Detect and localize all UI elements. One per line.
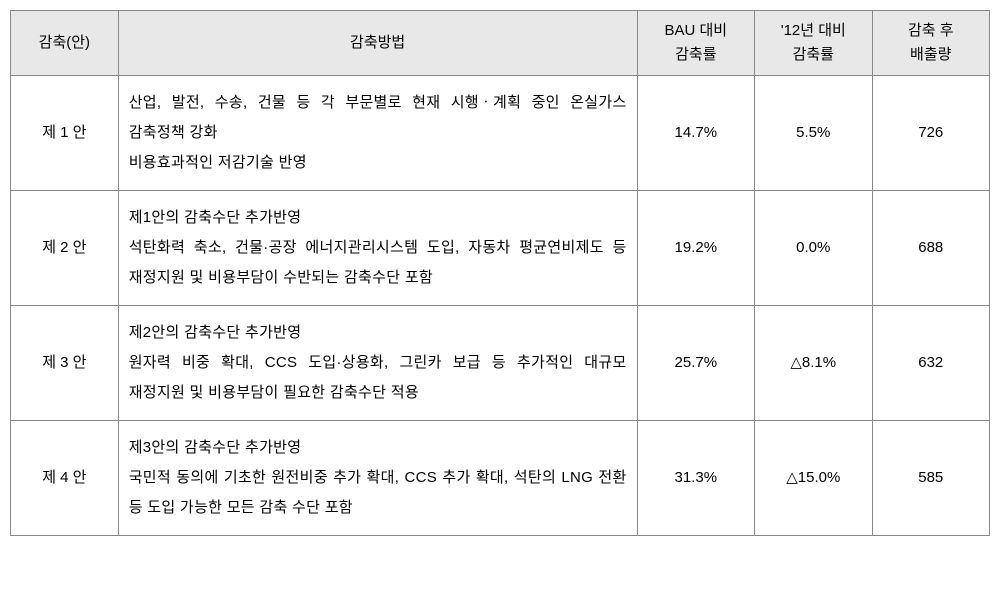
- cell-method: 제3안의 감축수단 추가반영 국민적 동의에 기초한 원전비중 추가 확대, C…: [118, 421, 637, 536]
- cell-plan: 제 2 안: [11, 191, 119, 306]
- cell-plan: 제 3 안: [11, 306, 119, 421]
- table-body: 제 1 안 산업, 발전, 수송, 건물 등 각 부문별로 현재 시행ㆍ계획 중…: [11, 76, 990, 536]
- cell-bau: 31.3%: [637, 421, 754, 536]
- method-line: 제1안의 감축수단 추가반영: [129, 203, 627, 233]
- cell-y12: 0.0%: [755, 191, 872, 306]
- table-row: 제 2 안 제1안의 감축수단 추가반영 석탄화력 축소, 건물·공장 에너지관…: [11, 191, 990, 306]
- header-y12: '12년 대비 감축률: [755, 11, 872, 76]
- header-bau-line1: BAU 대비: [664, 22, 727, 39]
- cell-bau: 25.7%: [637, 306, 754, 421]
- cell-plan: 제 4 안: [11, 421, 119, 536]
- header-plan: 감축(안): [11, 11, 119, 76]
- cell-y12: △8.1%: [755, 306, 872, 421]
- header-bau-line2: 감축률: [675, 46, 716, 63]
- header-y12-line2: 감축률: [793, 46, 834, 63]
- cell-plan: 제 1 안: [11, 76, 119, 191]
- header-method: 감축방법: [118, 11, 637, 76]
- header-method-label: 감축방법: [350, 34, 405, 51]
- cell-y12: 5.5%: [755, 76, 872, 191]
- cell-bau: 14.7%: [637, 76, 754, 191]
- header-plan-label: 감축(안): [39, 34, 90, 51]
- header-bau: BAU 대비 감축률: [637, 11, 754, 76]
- method-line: 국민적 동의에 기초한 원전비중 추가 확대, CCS 추가 확대, 석탄의 L…: [129, 463, 627, 523]
- cell-method: 산업, 발전, 수송, 건물 등 각 부문별로 현재 시행ㆍ계획 중인 온실가스…: [118, 76, 637, 191]
- reduction-scenarios-table-container: 감축(안) 감축방법 BAU 대비 감축률 '12년 대비 감축률 감축 후 배…: [10, 10, 990, 536]
- cell-y12: △15.0%: [755, 421, 872, 536]
- header-row: 감축(안) 감축방법 BAU 대비 감축률 '12년 대비 감축률 감축 후 배…: [11, 11, 990, 76]
- table-row: 제 3 안 제2안의 감축수단 추가반영 원자력 비중 확대, CCS 도입·상…: [11, 306, 990, 421]
- reduction-scenarios-table: 감축(안) 감축방법 BAU 대비 감축률 '12년 대비 감축률 감축 후 배…: [10, 10, 990, 536]
- table-header: 감축(안) 감축방법 BAU 대비 감축률 '12년 대비 감축률 감축 후 배…: [11, 11, 990, 76]
- method-line: 비용효과적인 저감기술 반영: [129, 148, 627, 178]
- cell-emit: 688: [872, 191, 990, 306]
- cell-emit: 632: [872, 306, 990, 421]
- header-emit: 감축 후 배출량: [872, 11, 990, 76]
- header-y12-line1: '12년 대비: [781, 22, 846, 39]
- method-line: 제3안의 감축수단 추가반영: [129, 433, 627, 463]
- table-row: 제 1 안 산업, 발전, 수송, 건물 등 각 부문별로 현재 시행ㆍ계획 중…: [11, 76, 990, 191]
- method-line: 원자력 비중 확대, CCS 도입·상용화, 그린카 보급 등 추가적인 대규모…: [129, 348, 627, 408]
- table-row: 제 4 안 제3안의 감축수단 추가반영 국민적 동의에 기초한 원전비중 추가…: [11, 421, 990, 536]
- cell-method: 제2안의 감축수단 추가반영 원자력 비중 확대, CCS 도입·상용화, 그린…: [118, 306, 637, 421]
- method-line: 석탄화력 축소, 건물·공장 에너지관리시스템 도입, 자동차 평균연비제도 등…: [129, 233, 627, 293]
- header-emit-line2: 배출량: [910, 46, 951, 63]
- cell-emit: 585: [872, 421, 990, 536]
- cell-bau: 19.2%: [637, 191, 754, 306]
- method-line: 제2안의 감축수단 추가반영: [129, 318, 627, 348]
- cell-emit: 726: [872, 76, 990, 191]
- method-line: 산업, 발전, 수송, 건물 등 각 부문별로 현재 시행ㆍ계획 중인 온실가스…: [129, 88, 627, 148]
- header-emit-line1: 감축 후: [908, 22, 954, 39]
- cell-method: 제1안의 감축수단 추가반영 석탄화력 축소, 건물·공장 에너지관리시스템 도…: [118, 191, 637, 306]
